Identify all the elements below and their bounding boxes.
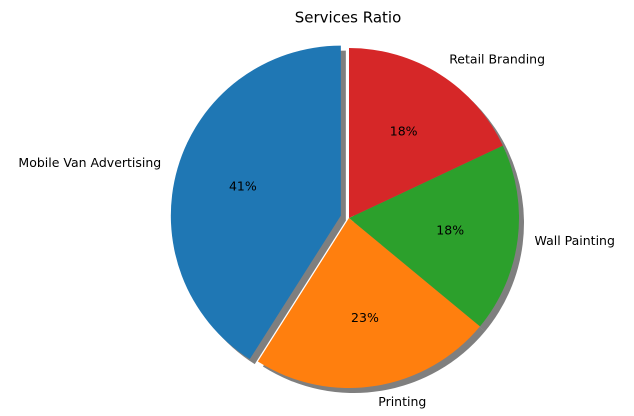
wedge [170,45,341,360]
category-label: Mobile Van Advertising [18,155,161,170]
wedge [349,145,519,327]
percent-label: 18% [436,222,464,237]
wedge [349,48,503,218]
category-label: Wall Painting [535,233,615,248]
wedge-layer [170,45,519,388]
label-layer: Mobile Van Advertising 41% Printing 23% Wall… [18,52,614,410]
percent-label: 41% [229,179,257,194]
wedge [257,218,480,388]
category-label: Retail Branding [449,52,545,67]
chart-title: Services Ratio [295,9,402,27]
percent-label: 18% [390,123,418,138]
category-label: Printing [378,394,426,409]
percent-label: 23% [351,310,379,325]
